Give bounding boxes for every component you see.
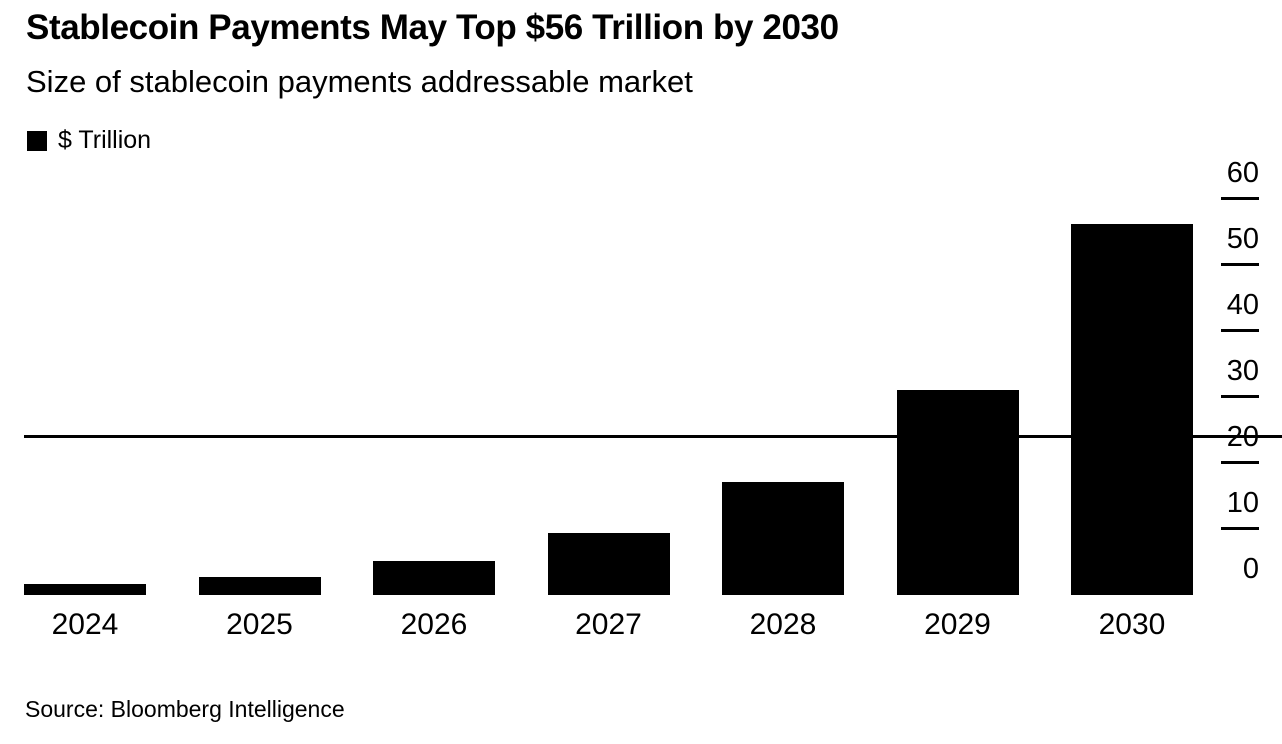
chart-title: Stablecoin Payments May Top $56 Trillion… <box>26 8 839 47</box>
y-tick-label-40: 40 <box>1226 289 1259 321</box>
x-tick-label-2026: 2026 <box>400 608 468 641</box>
x-tick-label-2027: 2027 <box>575 608 642 641</box>
bar-2028 <box>722 482 844 595</box>
y-tick-label-50: 50 <box>1226 223 1259 255</box>
bar-2030 <box>1071 224 1193 595</box>
y-tick-label-10: 10 <box>1226 487 1259 519</box>
legend: $ Trillion <box>27 126 151 155</box>
x-tick-label-2024: 2024 <box>51 608 119 641</box>
y-tick-mark-60 <box>1221 197 1259 200</box>
y-tick-mark-10 <box>1221 527 1259 530</box>
legend-swatch-icon <box>27 130 47 151</box>
x-tick-label-2028: 2028 <box>749 608 817 641</box>
y-tick-mark-30 <box>1221 395 1259 398</box>
bar-chart: 0 10 20 30 40 50 60 <box>0 157 1260 595</box>
chart-subtitle: Size of stablecoin payments addressable … <box>26 64 693 99</box>
bar-2026 <box>373 561 495 595</box>
x-axis-labels: 2024 2025 2026 2027 2028 2029 2030 <box>0 598 1260 648</box>
source-note: Source: Bloomberg Intelligence <box>25 696 345 722</box>
x-tick-label-2025: 2025 <box>226 608 293 641</box>
x-axis-line <box>24 435 1282 438</box>
y-tick-label-60: 60 <box>1226 157 1259 189</box>
y-tick-label-0: 0 <box>1242 553 1259 585</box>
x-tick-label-2029: 2029 <box>924 608 991 641</box>
bar-2025 <box>198 577 321 595</box>
y-tick-label-30: 30 <box>1226 355 1259 387</box>
bar-2027 <box>547 533 670 595</box>
y-tick-mark-20 <box>1221 461 1259 464</box>
bar-2029 <box>896 390 1019 595</box>
y-tick-mark-50 <box>1221 263 1259 266</box>
legend-label: $ Trillion <box>58 126 152 154</box>
x-tick-label-2030: 2030 <box>1098 608 1166 641</box>
y-tick-mark-40 <box>1221 329 1259 332</box>
bar-2024 <box>24 584 146 595</box>
